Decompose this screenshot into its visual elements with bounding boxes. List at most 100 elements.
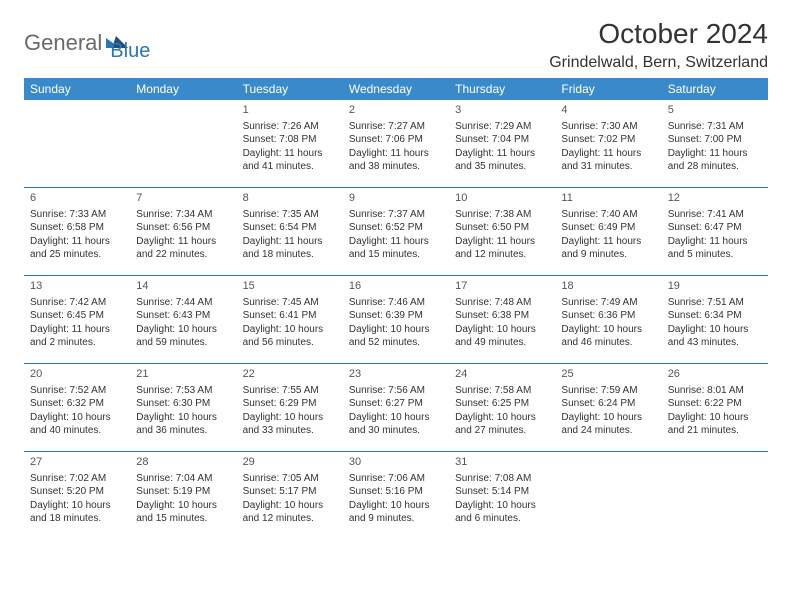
page-header: General Blue October 2024 Grindelwald, B… bbox=[24, 18, 768, 72]
daylight-text: Daylight: 11 hours and 38 minutes. bbox=[349, 147, 443, 174]
calendar-week-row: 1Sunrise: 7:26 AMSunset: 7:08 PMDaylight… bbox=[24, 100, 768, 188]
daylight-text: Daylight: 11 hours and 15 minutes. bbox=[349, 235, 443, 262]
daylight-text: Daylight: 10 hours and 30 minutes. bbox=[349, 411, 443, 438]
sunrise-text: Sunrise: 7:51 AM bbox=[668, 296, 762, 310]
day-number: 31 bbox=[455, 455, 549, 470]
calendar-day-cell: 1Sunrise: 7:26 AMSunset: 7:08 PMDaylight… bbox=[237, 100, 343, 188]
sunset-text: Sunset: 6:22 PM bbox=[668, 397, 762, 411]
weekday-header: Friday bbox=[555, 78, 661, 100]
daylight-text: Daylight: 10 hours and 9 minutes. bbox=[349, 499, 443, 526]
daylight-text: Daylight: 10 hours and 18 minutes. bbox=[30, 499, 124, 526]
daylight-text: Daylight: 10 hours and 40 minutes. bbox=[30, 411, 124, 438]
daylight-text: Daylight: 10 hours and 59 minutes. bbox=[136, 323, 230, 350]
day-number: 11 bbox=[561, 191, 655, 206]
calendar-day-cell: 5Sunrise: 7:31 AMSunset: 7:00 PMDaylight… bbox=[662, 100, 768, 188]
sunset-text: Sunset: 6:49 PM bbox=[561, 221, 655, 235]
calendar-page: General Blue October 2024 Grindelwald, B… bbox=[0, 0, 792, 549]
sunset-text: Sunset: 6:32 PM bbox=[30, 397, 124, 411]
calendar-day-cell: 19Sunrise: 7:51 AMSunset: 6:34 PMDayligh… bbox=[662, 276, 768, 364]
weekday-header: Thursday bbox=[449, 78, 555, 100]
sunset-text: Sunset: 7:06 PM bbox=[349, 133, 443, 147]
sunrise-text: Sunrise: 7:37 AM bbox=[349, 208, 443, 222]
calendar-day-cell: 21Sunrise: 7:53 AMSunset: 6:30 PMDayligh… bbox=[130, 364, 236, 452]
daylight-text: Daylight: 10 hours and 33 minutes. bbox=[243, 411, 337, 438]
calendar-day-cell: 22Sunrise: 7:55 AMSunset: 6:29 PMDayligh… bbox=[237, 364, 343, 452]
logo-text-blue: Blue bbox=[110, 40, 150, 63]
sunset-text: Sunset: 5:19 PM bbox=[136, 485, 230, 499]
daylight-text: Daylight: 11 hours and 5 minutes. bbox=[668, 235, 762, 262]
daylight-text: Daylight: 10 hours and 43 minutes. bbox=[668, 323, 762, 350]
sunrise-text: Sunrise: 7:31 AM bbox=[668, 120, 762, 134]
daylight-text: Daylight: 11 hours and 2 minutes. bbox=[30, 323, 124, 350]
day-number: 23 bbox=[349, 367, 443, 382]
sunset-text: Sunset: 5:20 PM bbox=[30, 485, 124, 499]
daylight-text: Daylight: 10 hours and 6 minutes. bbox=[455, 499, 549, 526]
calendar-day-cell: 16Sunrise: 7:46 AMSunset: 6:39 PMDayligh… bbox=[343, 276, 449, 364]
day-number: 30 bbox=[349, 455, 443, 470]
sunset-text: Sunset: 6:25 PM bbox=[455, 397, 549, 411]
sunrise-text: Sunrise: 7:53 AM bbox=[136, 384, 230, 398]
calendar-day-cell: 3Sunrise: 7:29 AMSunset: 7:04 PMDaylight… bbox=[449, 100, 555, 188]
sunrise-text: Sunrise: 7:40 AM bbox=[561, 208, 655, 222]
calendar-day-cell: 17Sunrise: 7:48 AMSunset: 6:38 PMDayligh… bbox=[449, 276, 555, 364]
daylight-text: Daylight: 10 hours and 36 minutes. bbox=[136, 411, 230, 438]
calendar-week-row: 20Sunrise: 7:52 AMSunset: 6:32 PMDayligh… bbox=[24, 364, 768, 452]
calendar-week-row: 27Sunrise: 7:02 AMSunset: 5:20 PMDayligh… bbox=[24, 452, 768, 540]
calendar-day-cell: 24Sunrise: 7:58 AMSunset: 6:25 PMDayligh… bbox=[449, 364, 555, 452]
daylight-text: Daylight: 10 hours and 27 minutes. bbox=[455, 411, 549, 438]
daylight-text: Daylight: 10 hours and 21 minutes. bbox=[668, 411, 762, 438]
day-number: 10 bbox=[455, 191, 549, 206]
calendar-body: 1Sunrise: 7:26 AMSunset: 7:08 PMDaylight… bbox=[24, 100, 768, 539]
sunset-text: Sunset: 7:04 PM bbox=[455, 133, 549, 147]
sunrise-text: Sunrise: 8:01 AM bbox=[668, 384, 762, 398]
calendar-day-cell bbox=[24, 100, 130, 188]
sunset-text: Sunset: 6:29 PM bbox=[243, 397, 337, 411]
calendar-day-cell: 14Sunrise: 7:44 AMSunset: 6:43 PMDayligh… bbox=[130, 276, 236, 364]
daylight-text: Daylight: 10 hours and 49 minutes. bbox=[455, 323, 549, 350]
calendar-week-row: 13Sunrise: 7:42 AMSunset: 6:45 PMDayligh… bbox=[24, 276, 768, 364]
calendar-day-cell: 15Sunrise: 7:45 AMSunset: 6:41 PMDayligh… bbox=[237, 276, 343, 364]
sunrise-text: Sunrise: 7:49 AM bbox=[561, 296, 655, 310]
weekday-header: Sunday bbox=[24, 78, 130, 100]
day-number: 27 bbox=[30, 455, 124, 470]
calendar-day-cell: 6Sunrise: 7:33 AMSunset: 6:58 PMDaylight… bbox=[24, 188, 130, 276]
day-number: 8 bbox=[243, 191, 337, 206]
day-number: 17 bbox=[455, 279, 549, 294]
weekday-header: Wednesday bbox=[343, 78, 449, 100]
calendar-day-cell: 26Sunrise: 8:01 AMSunset: 6:22 PMDayligh… bbox=[662, 364, 768, 452]
calendar-week-row: 6Sunrise: 7:33 AMSunset: 6:58 PMDaylight… bbox=[24, 188, 768, 276]
weekday-header: Monday bbox=[130, 78, 236, 100]
sunrise-text: Sunrise: 7:35 AM bbox=[243, 208, 337, 222]
sunrise-text: Sunrise: 7:06 AM bbox=[349, 472, 443, 486]
day-number: 15 bbox=[243, 279, 337, 294]
day-number: 7 bbox=[136, 191, 230, 206]
calendar-day-cell bbox=[555, 452, 661, 540]
calendar-day-cell bbox=[662, 452, 768, 540]
sunrise-text: Sunrise: 7:45 AM bbox=[243, 296, 337, 310]
sunset-text: Sunset: 7:00 PM bbox=[668, 133, 762, 147]
sunrise-text: Sunrise: 7:30 AM bbox=[561, 120, 655, 134]
sunset-text: Sunset: 5:14 PM bbox=[455, 485, 549, 499]
daylight-text: Daylight: 10 hours and 56 minutes. bbox=[243, 323, 337, 350]
daylight-text: Daylight: 11 hours and 35 minutes. bbox=[455, 147, 549, 174]
sunrise-text: Sunrise: 7:29 AM bbox=[455, 120, 549, 134]
calendar-day-cell: 30Sunrise: 7:06 AMSunset: 5:16 PMDayligh… bbox=[343, 452, 449, 540]
sunrise-text: Sunrise: 7:08 AM bbox=[455, 472, 549, 486]
sunrise-text: Sunrise: 7:48 AM bbox=[455, 296, 549, 310]
sunset-text: Sunset: 6:52 PM bbox=[349, 221, 443, 235]
sunrise-text: Sunrise: 7:55 AM bbox=[243, 384, 337, 398]
sunset-text: Sunset: 6:43 PM bbox=[136, 309, 230, 323]
day-number: 21 bbox=[136, 367, 230, 382]
weekday-header: Tuesday bbox=[237, 78, 343, 100]
daylight-text: Daylight: 11 hours and 18 minutes. bbox=[243, 235, 337, 262]
sunrise-text: Sunrise: 7:05 AM bbox=[243, 472, 337, 486]
calendar-day-cell: 20Sunrise: 7:52 AMSunset: 6:32 PMDayligh… bbox=[24, 364, 130, 452]
title-block: October 2024 Grindelwald, Bern, Switzerl… bbox=[549, 18, 768, 72]
day-number: 5 bbox=[668, 103, 762, 118]
sunrise-text: Sunrise: 7:04 AM bbox=[136, 472, 230, 486]
daylight-text: Daylight: 11 hours and 25 minutes. bbox=[30, 235, 124, 262]
daylight-text: Daylight: 10 hours and 52 minutes. bbox=[349, 323, 443, 350]
sunset-text: Sunset: 6:24 PM bbox=[561, 397, 655, 411]
day-number: 4 bbox=[561, 103, 655, 118]
sunset-text: Sunset: 6:34 PM bbox=[668, 309, 762, 323]
